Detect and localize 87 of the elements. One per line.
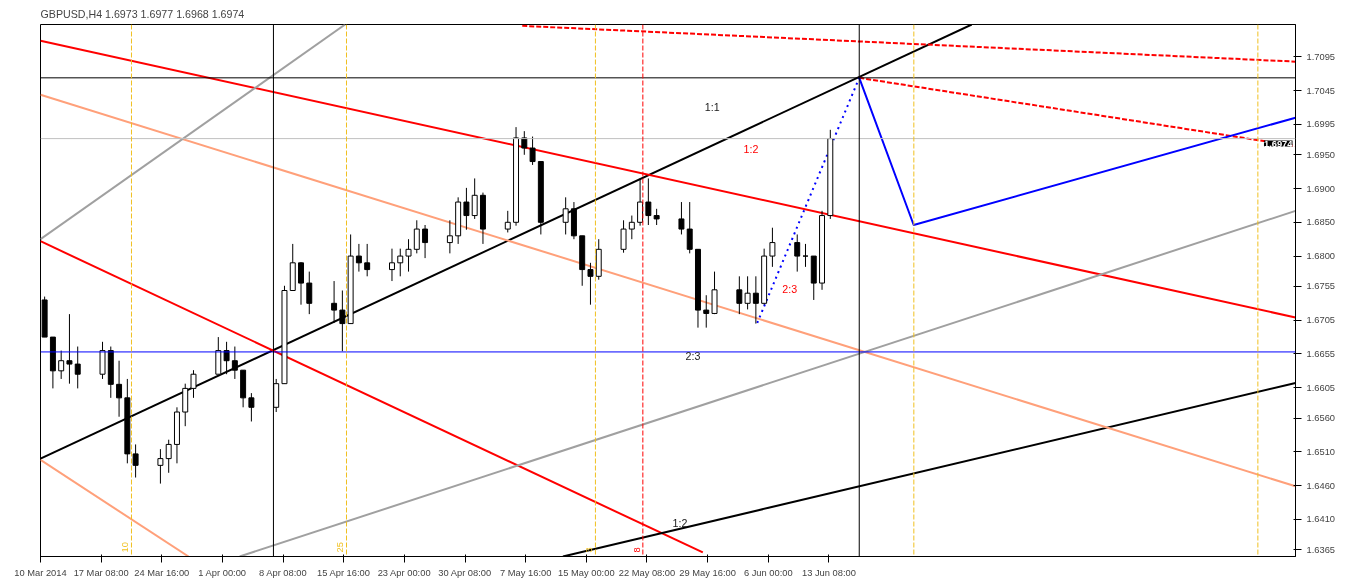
- y-tick-label: 1.6410: [1306, 514, 1336, 525]
- y-tick-label: 1.6800: [1306, 251, 1336, 262]
- ref-line-label: 25: [335, 542, 346, 553]
- candlestick: [529, 136, 536, 166]
- x-tick-label: 15 May 00:00: [558, 567, 615, 578]
- x-tick-label: 10 Mar 2014: [14, 567, 67, 578]
- x-tick-label: 6 Jun 00:00: [743, 567, 793, 578]
- x-tick-label: 8 Apr 08:00: [258, 567, 307, 578]
- annotation: 2:3: [782, 283, 798, 296]
- candlestick: [58, 350, 65, 380]
- y-tick-label: 1.6655: [1306, 348, 1336, 359]
- candlestick: [521, 130, 528, 156]
- x-tick-label: 7 May 16:00: [500, 567, 552, 578]
- x-tick-label: 15 Apr 16:00: [317, 567, 370, 578]
- y-tick-label: 1.6755: [1306, 281, 1336, 292]
- ref-line-label: 1.6974: [1263, 138, 1294, 149]
- candlestick: [686, 201, 693, 254]
- candlestick: [99, 341, 106, 380]
- annotation: 1:1: [704, 100, 720, 113]
- candlestick: [355, 243, 362, 273]
- candlestick: [752, 275, 759, 325]
- candlestick: [703, 294, 710, 329]
- candlestick: [132, 443, 139, 479]
- candlestick: [405, 238, 412, 273]
- candlestick: [66, 313, 73, 385]
- candlestick: [794, 233, 801, 273]
- candlestick: [116, 360, 123, 418]
- candlestick: [711, 271, 718, 315]
- y-tick-label: 1.6510: [1306, 446, 1336, 457]
- candlestick: [190, 369, 197, 399]
- candlestick: [637, 177, 644, 227]
- x-tick-label: 1 Apr 00:00: [198, 567, 247, 578]
- candlestick: [678, 201, 685, 235]
- x-tick-label: 13 Jun 08:00: [801, 567, 856, 578]
- y-tick-label: 1.6950: [1306, 149, 1336, 160]
- x-tick-label: 23 Apr 00:00: [377, 567, 431, 578]
- candlestick: [339, 290, 346, 352]
- annotation: 1:2: [672, 516, 688, 529]
- candlestick: [587, 262, 594, 306]
- x-tick-label: 17 Mar 08:00: [73, 567, 129, 578]
- candlestick: [562, 196, 569, 235]
- y-tick-label: 1.6605: [1306, 382, 1336, 393]
- candlestick: [463, 187, 470, 231]
- candlestick: [802, 243, 809, 268]
- candlestick: [298, 261, 304, 306]
- candlestick: [620, 219, 627, 254]
- candlestick: [736, 275, 743, 315]
- y-tick-label: 1.6900: [1306, 183, 1336, 194]
- annotation: 1:2: [743, 142, 759, 155]
- candlestick: [182, 383, 189, 427]
- candlestick: [248, 392, 255, 422]
- candlestick: [331, 280, 338, 324]
- y-tick-label: 1.6705: [1306, 315, 1336, 326]
- x-tick-label: 22 May 08:00: [618, 567, 676, 578]
- candlestick: [231, 346, 238, 380]
- candlestick: [422, 224, 429, 259]
- candlestick: [306, 271, 313, 315]
- candlestick: [645, 177, 652, 226]
- y-tick-label: 1.6365: [1306, 544, 1336, 555]
- y-tick-label: 1.7095: [1306, 51, 1336, 62]
- chart-title: GBPUSD,H4 1.6973 1.6977 1.6968 1.6974: [40, 7, 245, 20]
- y-tick-label: 1.6560: [1306, 413, 1336, 424]
- ref-line-label: 8: [631, 547, 642, 553]
- candlestick: [215, 336, 222, 375]
- candlestick: [165, 439, 172, 474]
- candlestick: [413, 219, 420, 254]
- y-tick-label: 1.6460: [1306, 480, 1336, 491]
- x-tick-label: 24 Mar 16:00: [134, 567, 190, 578]
- y-tick-label: 1.6995: [1306, 119, 1336, 130]
- annotation: 2:3: [685, 349, 701, 362]
- candlestick: [74, 346, 81, 389]
- candlestick: [628, 215, 635, 240]
- candlestick: [389, 248, 395, 282]
- candlestick: [397, 248, 404, 277]
- candlestick: [504, 210, 511, 233]
- candlestick: [744, 275, 751, 310]
- ref-line-label: 3: [584, 547, 595, 553]
- ref-line-label: 10: [120, 542, 131, 553]
- y-tick-label: 1.7045: [1306, 85, 1336, 96]
- x-tick-label: 29 May 16:00: [679, 567, 736, 578]
- candlestick: [769, 227, 776, 268]
- candlestick: [157, 448, 164, 485]
- candlestick: [364, 243, 371, 277]
- candlestick: [471, 177, 478, 220]
- y-tick-label: 1.6850: [1306, 217, 1336, 228]
- candlestick: [446, 219, 453, 254]
- x-tick-label: 30 Apr 08:00: [438, 567, 492, 578]
